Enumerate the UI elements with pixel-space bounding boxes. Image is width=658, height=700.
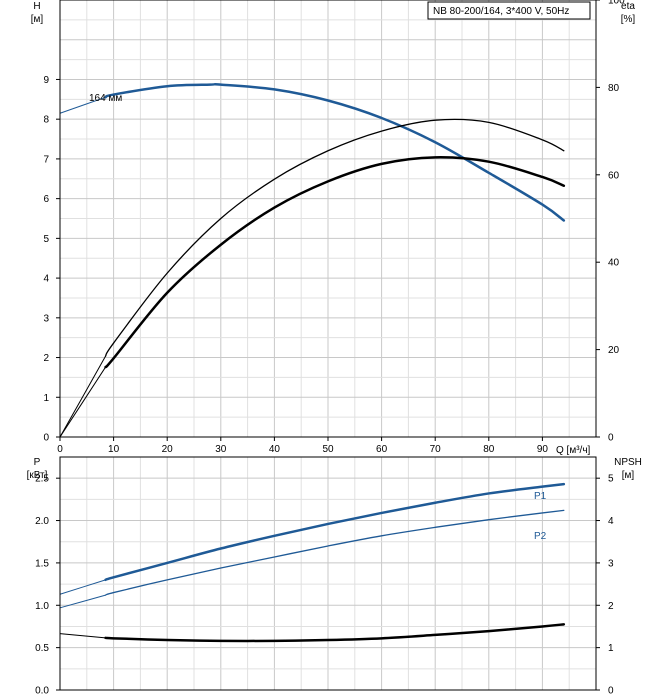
left-tick-label: 2 (43, 353, 49, 364)
left-tick-label: 2.5 (35, 474, 49, 485)
left-tick-label: 7 (43, 154, 49, 165)
h-axis-title: H (33, 1, 40, 12)
right-tick-label: 3 (608, 558, 614, 569)
right-tick-label: 20 (608, 345, 620, 356)
h-axis-unit: [м] (31, 14, 44, 25)
right-tick-label: 1 (608, 643, 614, 654)
plot-frame (59, 456, 597, 691)
series-extrapolation-1-2 (59, 633, 106, 639)
p-axis-unit: [кВт] (27, 470, 48, 481)
series-extrapolation-0-2 (59, 366, 106, 438)
x-tick-label: 30 (215, 444, 227, 455)
right-tick-label: 80 (608, 83, 620, 94)
left-tick-label: 0.5 (35, 643, 49, 654)
curve-164-label: 164 мм (89, 93, 122, 104)
p2-label: P2 (534, 531, 547, 542)
right-tick-label: 4 (608, 516, 614, 527)
left-tick-label: 3 (43, 313, 49, 324)
title-box (427, 1, 591, 20)
x-tick-label: 80 (483, 444, 495, 455)
series-line-1-1 (104, 509, 565, 596)
left-tick-label: 9 (43, 75, 49, 86)
x-tick-label: 0 (57, 444, 63, 455)
eta-axis-title: eta (621, 1, 635, 12)
p1-label: P1 (534, 491, 547, 502)
series-line-0-2 (104, 156, 566, 369)
right-tick-label: 60 (608, 170, 620, 181)
right-tick-label: 40 (608, 258, 620, 269)
eta-axis-unit: [%] (621, 14, 636, 25)
left-tick-label: 1.0 (35, 601, 49, 612)
left-tick-label: 2.0 (35, 516, 49, 527)
chart-title: NB 80-200/164, 3*400 V, 50Hz (433, 6, 569, 17)
p-axis-title: P (34, 457, 41, 468)
right-tick-label: 0 (608, 686, 614, 697)
series-extrapolation-1-1 (59, 594, 106, 609)
right-tick-label: 5 (608, 474, 614, 485)
left-tick-label: 1 (43, 393, 49, 404)
x-tick-label: 90 (537, 444, 549, 455)
left-tick-label: 0.0 (35, 686, 49, 697)
q-axis-label: Q [м³/ч] (556, 445, 591, 456)
left-tick-label: 1.5 (35, 558, 49, 569)
npsh-axis-unit: [м] (622, 470, 635, 481)
x-tick-label: 40 (269, 444, 281, 455)
series-extrapolation-0-0 (59, 96, 106, 114)
npsh-axis-title: NPSH (614, 457, 642, 468)
left-tick-label: 6 (43, 194, 49, 205)
x-tick-label: 70 (430, 444, 442, 455)
right-tick-label: 0 (608, 433, 614, 444)
series-line-0-0 (104, 82, 566, 222)
left-tick-label: 4 (43, 274, 49, 285)
left-tick-label: 5 (43, 234, 49, 245)
series-extrapolation-1-0 (59, 579, 106, 595)
series-line-1-0 (104, 482, 566, 582)
right-tick-label: 100 (608, 0, 625, 7)
left-tick-label: 0 (43, 433, 49, 444)
right-tick-label: 2 (608, 601, 614, 612)
left-tick-label: 8 (43, 115, 49, 126)
series-line-0-1 (104, 118, 565, 357)
x-tick-label: 50 (322, 444, 334, 455)
x-tick-label: 60 (376, 444, 388, 455)
x-tick-label: 20 (162, 444, 174, 455)
series-line-1-2 (104, 623, 566, 643)
x-tick-label: 10 (108, 444, 120, 455)
